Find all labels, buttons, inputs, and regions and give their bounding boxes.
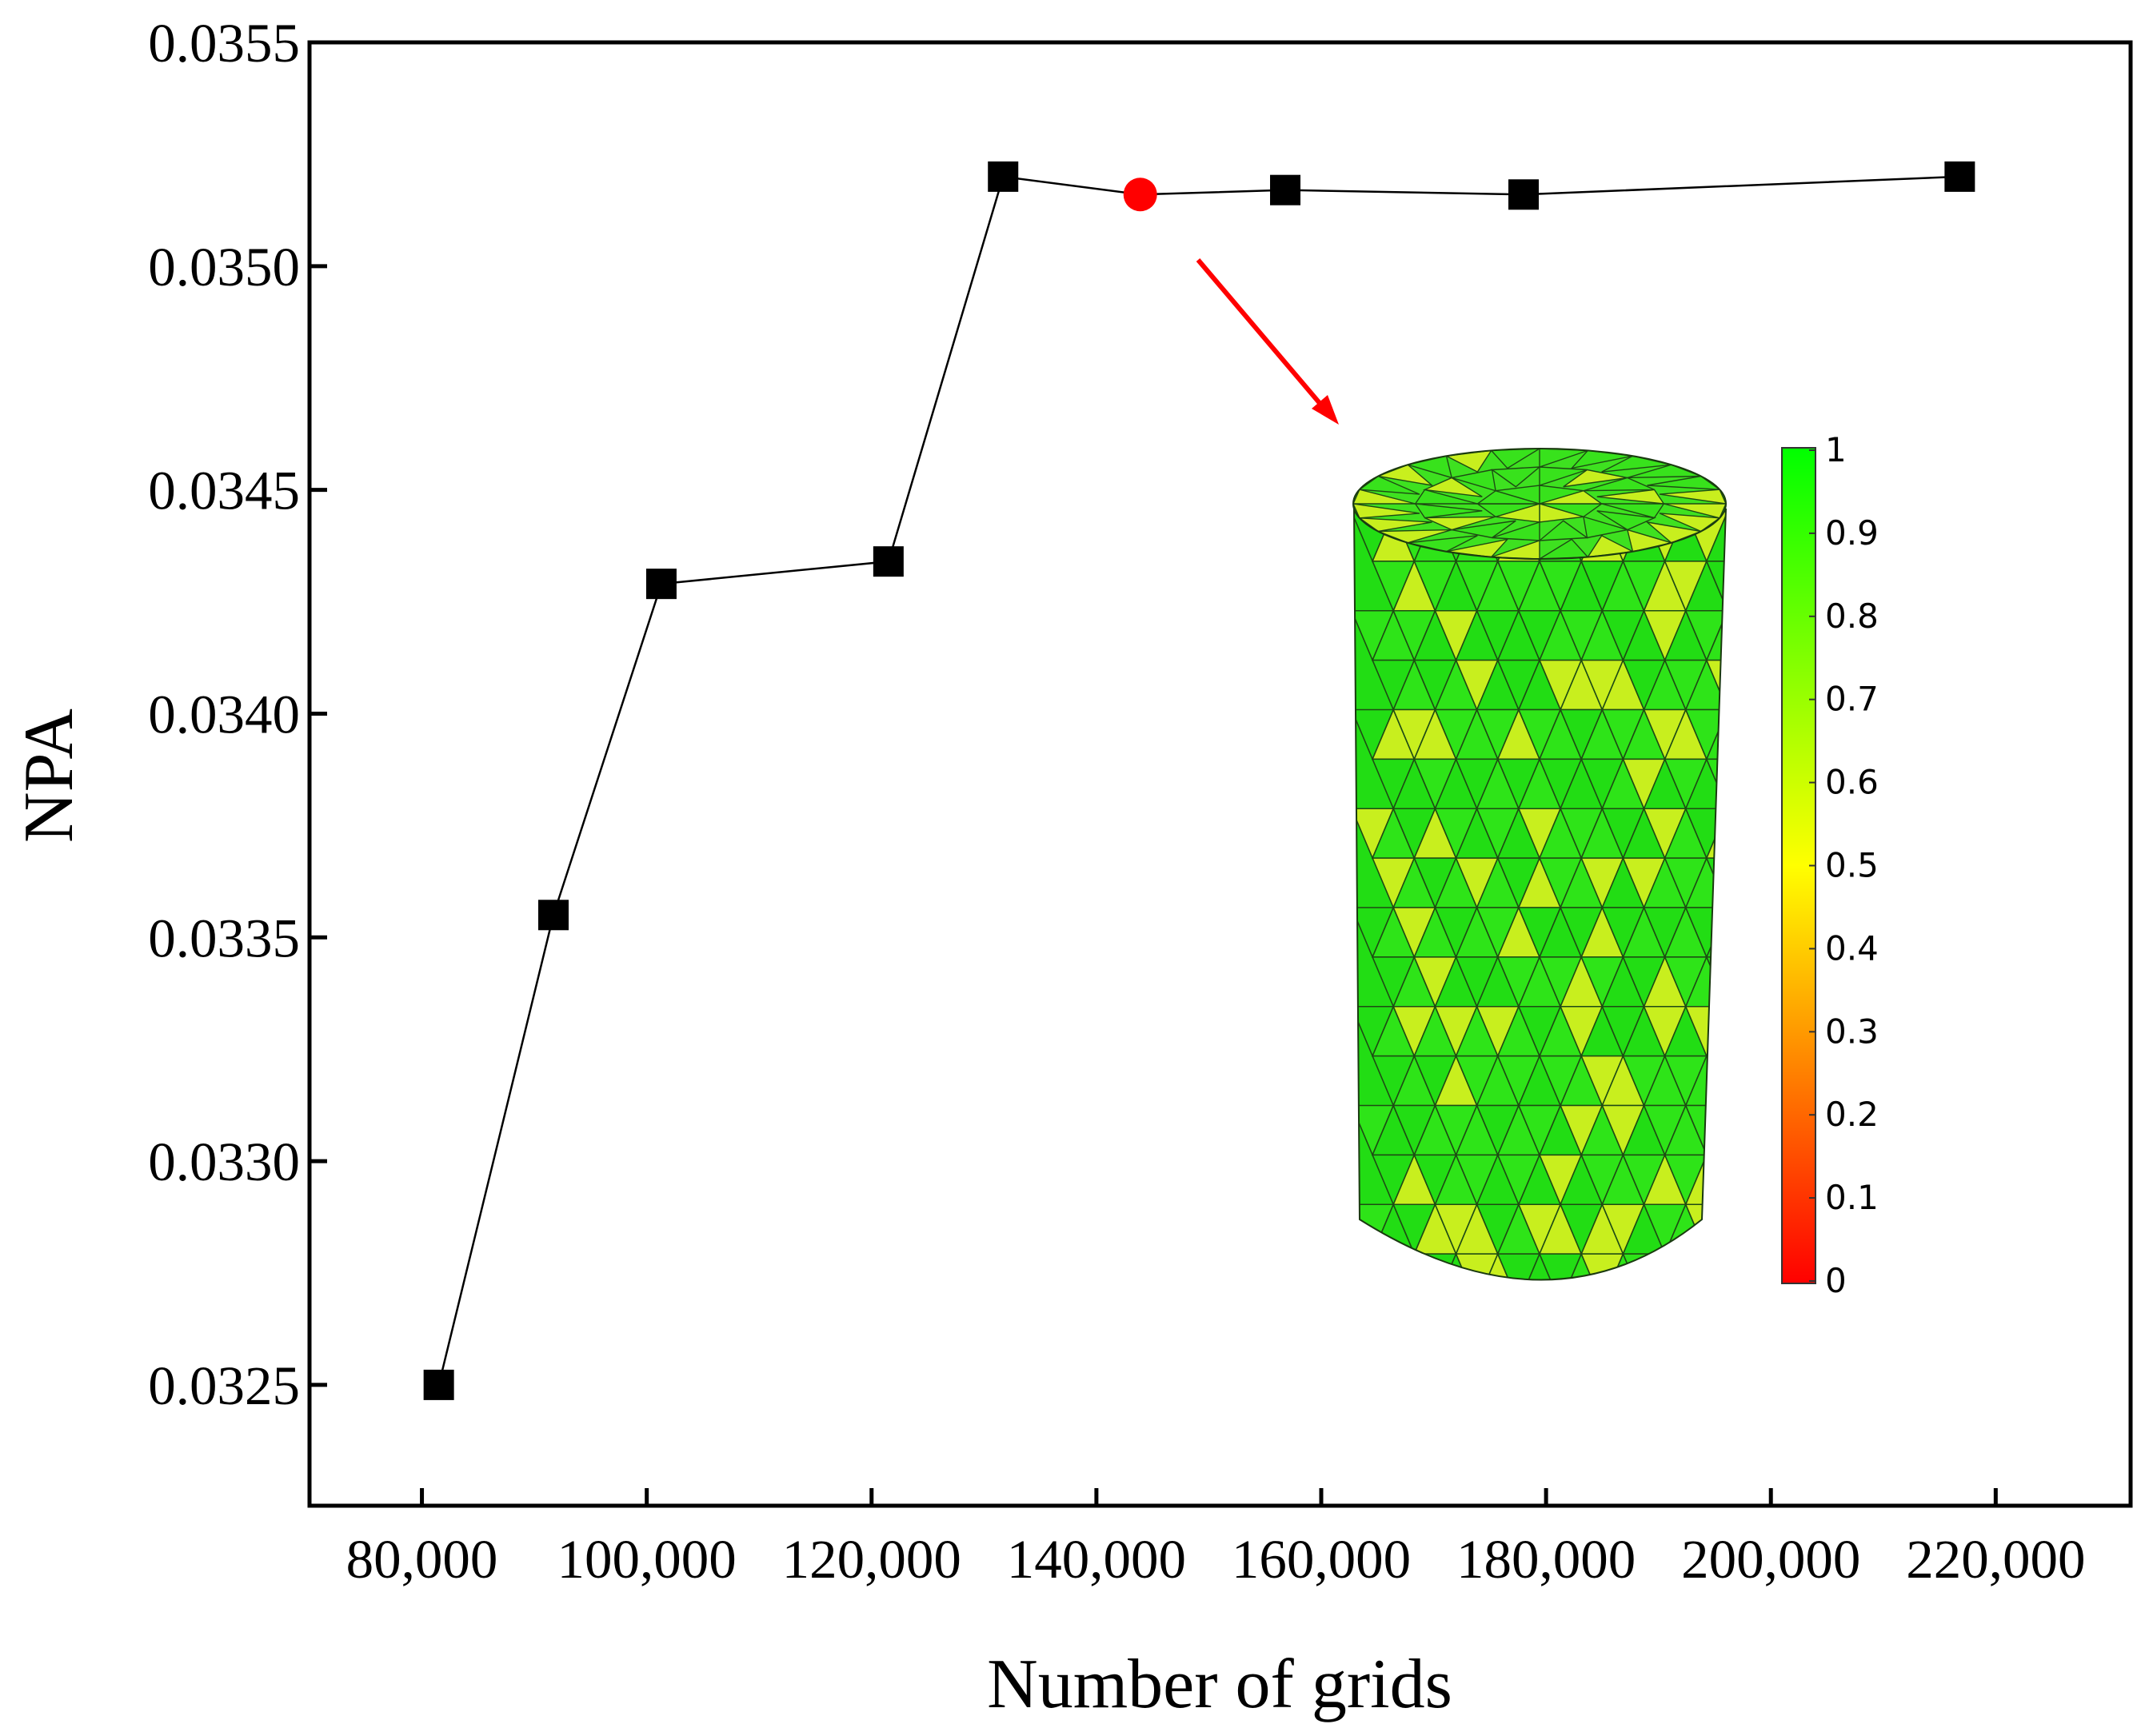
x-tick-label: 200,000 — [1681, 1529, 1860, 1590]
x-tick-label: 100,000 — [557, 1529, 737, 1590]
data-point — [988, 161, 1019, 192]
y-tick-label: 0.0335 — [148, 908, 300, 968]
data-point — [645, 569, 677, 600]
series-line — [437, 175, 1960, 1386]
data-point — [873, 546, 904, 577]
y-tick-label: 0.0345 — [148, 461, 300, 521]
data-point — [1944, 161, 1975, 192]
y-tick-label: 0.0350 — [148, 237, 300, 297]
colorbar-tick-label: 1 — [1825, 430, 1847, 469]
y-axis-title: NPA — [10, 708, 88, 843]
colorbar-tick-label: 0.4 — [1825, 928, 1879, 968]
colorbar-tick-label: 0.6 — [1825, 763, 1879, 802]
x-tick-label: 160,000 — [1232, 1529, 1411, 1590]
y-tick-label: 0.0340 — [148, 684, 300, 744]
y-tick-label: 0.0355 — [148, 13, 300, 74]
x-tick-label: 220,000 — [1906, 1529, 2085, 1590]
x-axis: 80,000 100,000 120,000 140,000 160,000 180,00… — [346, 1488, 2085, 1590]
data-line — [437, 175, 1960, 1386]
y-axis: 0.0325 0.0330 0.0335 0.0340 0.0345 0.0350 0.03… — [148, 13, 327, 1416]
colorbar: 1 0.9 0.8 0.7 0.6 0.5 0.4 0.3 0.2 0.1 0 — [1781, 430, 1879, 1300]
colorbar-tick-label: 0.9 — [1825, 513, 1879, 553]
colorbar-tick-label: 0.2 — [1825, 1095, 1879, 1134]
x-axis-title: Number of grids — [987, 1646, 1452, 1723]
series-markers — [423, 161, 1975, 1400]
x-tick-label: 80,000 — [346, 1529, 498, 1590]
data-point — [538, 900, 569, 931]
y-tick-label: 0.0330 — [148, 1131, 300, 1192]
x-tick-label: 120,000 — [782, 1529, 961, 1590]
plot-frame — [307, 40, 2133, 1508]
colorbar-tick-label: 0.3 — [1825, 1012, 1879, 1051]
highlight-arrow — [1196, 258, 1339, 425]
data-point — [423, 1369, 454, 1400]
cylinder-mesh-icon — [1352, 448, 1727, 1281]
highlighted-point — [1123, 178, 1157, 212]
y-tick-label: 0.0325 — [148, 1355, 300, 1416]
data-point — [1508, 179, 1539, 210]
colorbar-tick-label: 0 — [1825, 1261, 1847, 1300]
colorbar-tick-label: 0.8 — [1825, 597, 1879, 636]
colorbar-tick-label: 0.7 — [1825, 680, 1879, 719]
colorbar-tick-label: 0.1 — [1825, 1178, 1879, 1217]
data-point — [1270, 174, 1301, 206]
x-tick-label: 140,000 — [1007, 1529, 1186, 1590]
x-tick-label: 180,000 — [1456, 1529, 1636, 1590]
colorbar-tick-label: 0.5 — [1825, 846, 1879, 885]
